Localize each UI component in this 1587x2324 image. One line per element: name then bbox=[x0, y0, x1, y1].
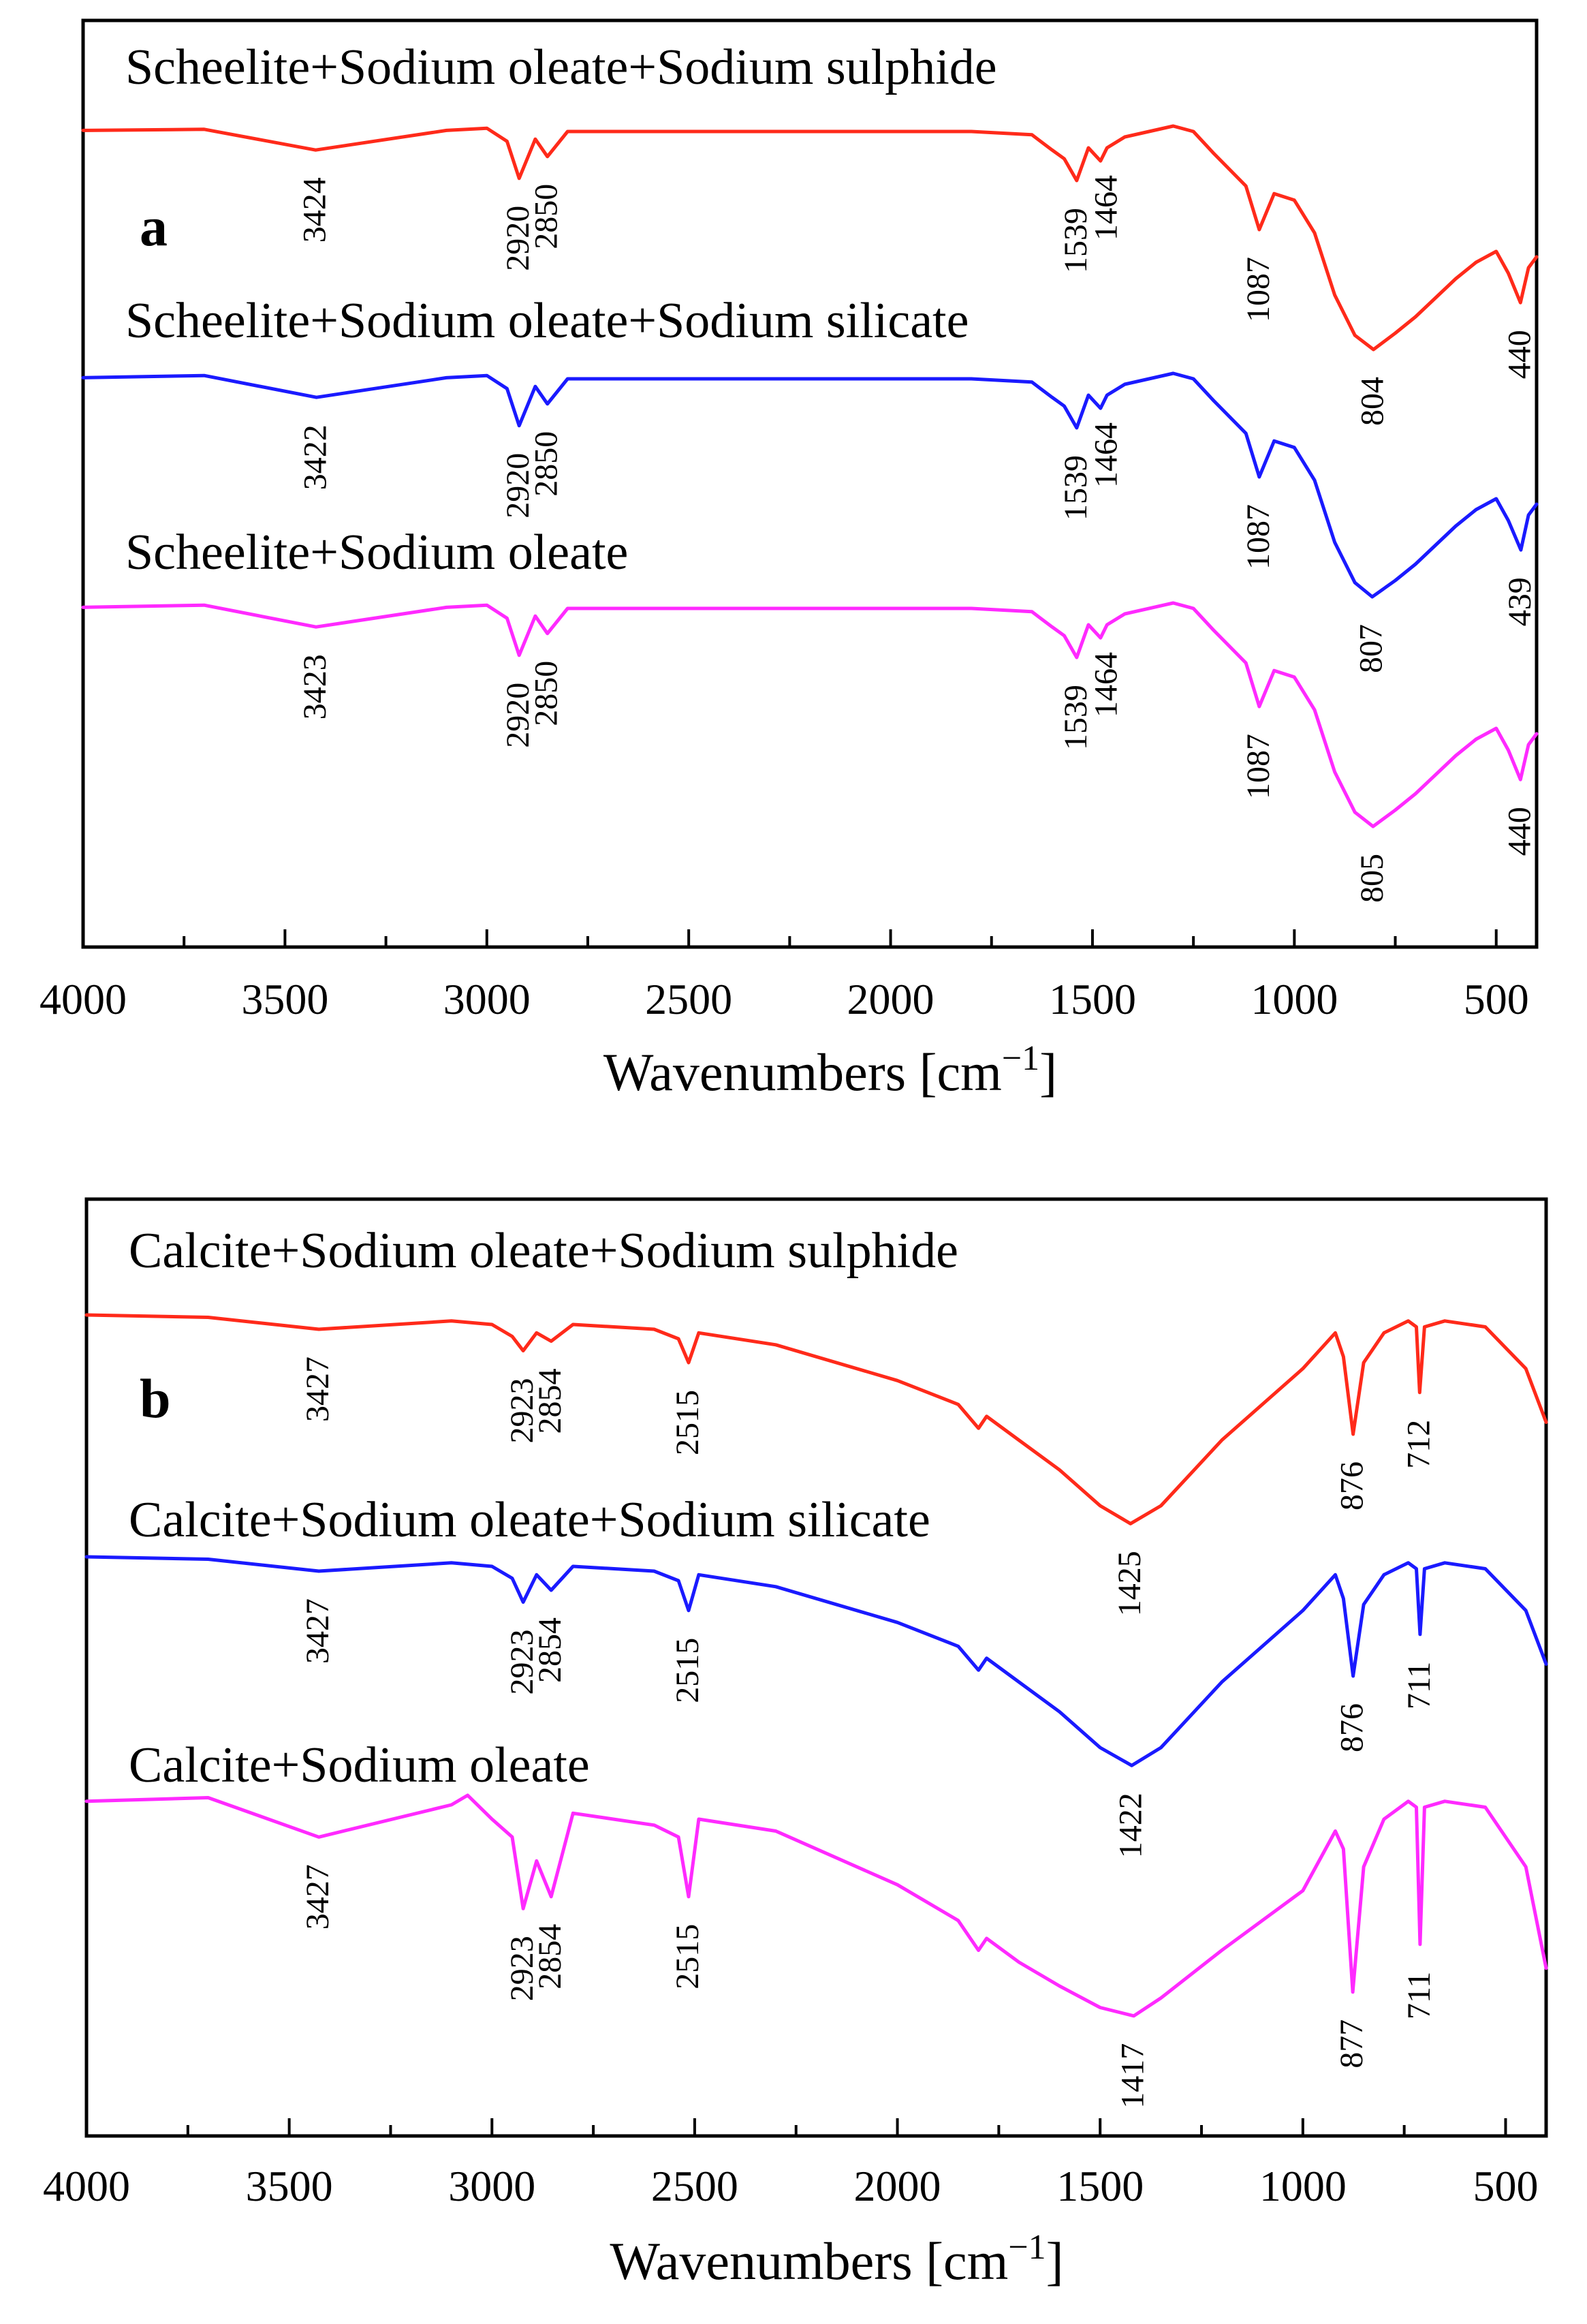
x-tick-label: 1000 bbox=[1259, 2162, 1347, 2210]
series-name-label: Scheelite+Sodium oleate+Sodium silicate bbox=[125, 293, 969, 349]
panel-b: 4000 3500 3000 2500 2000 1500 1000 500 Wavenumbe… bbox=[43, 1197, 1548, 2291]
series-line bbox=[84, 1555, 1548, 1767]
series-line bbox=[84, 1793, 1548, 2018]
series-line bbox=[81, 371, 1539, 599]
peak-label: 1417 bbox=[1115, 2043, 1151, 2109]
peak-label: 3427 bbox=[300, 1357, 336, 1422]
peak-label: 2920 bbox=[500, 206, 536, 271]
peak-label: 2854 bbox=[532, 1617, 568, 1683]
peak-label: 1087 bbox=[1240, 257, 1276, 322]
x-tick-label: 3500 bbox=[246, 2162, 333, 2210]
peak-label: 804 bbox=[1355, 377, 1391, 426]
peak-label: 2515 bbox=[670, 1390, 706, 1455]
peak-label: 1464 bbox=[1088, 652, 1124, 717]
x-tick-label: 2000 bbox=[854, 2162, 941, 2210]
peak-label: 1539 bbox=[1058, 455, 1094, 521]
x-tick-label: 2500 bbox=[645, 975, 732, 1023]
peak-label: 2515 bbox=[670, 1638, 706, 1703]
peak-label: 3423 bbox=[297, 654, 333, 719]
x-tick-label: 2000 bbox=[847, 975, 934, 1023]
x-axis-label-end: ] bbox=[1039, 1042, 1057, 1102]
x-axis-label-main: Wavenumbers [cm bbox=[603, 1042, 1002, 1102]
x-axis-label-superscript: −1 bbox=[1002, 1039, 1039, 1078]
peak-label: 711 bbox=[1401, 1662, 1437, 1709]
series-name-label: Scheelite+Sodium oleate+Sodium sulphide bbox=[125, 40, 997, 95]
peak-label: 1425 bbox=[1112, 1551, 1148, 1616]
peak-label: 1539 bbox=[1058, 685, 1094, 750]
peak-label: 712 bbox=[1400, 1420, 1436, 1469]
peak-label: 2920 bbox=[500, 453, 536, 518]
peak-label: 3422 bbox=[298, 424, 334, 490]
peak-label: 2923 bbox=[504, 1378, 540, 1444]
peak-label: 2854 bbox=[532, 1924, 568, 1989]
x-tick-label: 500 bbox=[1473, 2162, 1538, 2210]
series-line bbox=[84, 1313, 1548, 1525]
series-line bbox=[81, 601, 1539, 828]
x-axis-label-main: Wavenumbers [cm bbox=[610, 2231, 1008, 2291]
peak-label: 439 bbox=[1502, 577, 1538, 626]
peak-label: 440 bbox=[1501, 330, 1537, 379]
x-tick-label: 4000 bbox=[40, 975, 127, 1023]
x-tick-label: 1500 bbox=[1049, 975, 1136, 1023]
peak-label: 876 bbox=[1334, 1703, 1370, 1752]
panel-letter: b bbox=[140, 1367, 171, 1429]
peak-label: 2850 bbox=[529, 661, 565, 726]
peak-label: 1087 bbox=[1240, 734, 1276, 799]
x-axis-label: Wavenumbers [cm−1] bbox=[603, 1039, 1057, 1102]
peak-label: 1087 bbox=[1240, 504, 1276, 570]
panel-letter: a bbox=[140, 196, 168, 258]
x-tick-label: 3000 bbox=[443, 975, 531, 1023]
peak-label: 1539 bbox=[1058, 208, 1094, 273]
peak-label: 807 bbox=[1353, 624, 1389, 673]
peak-label: 2850 bbox=[529, 431, 565, 497]
peak-label: 876 bbox=[1334, 1461, 1370, 1510]
plot-frame bbox=[84, 1197, 1548, 2138]
series-name-label: Calcite+Sodium oleate bbox=[129, 1737, 590, 1793]
peak-label: 2920 bbox=[500, 683, 536, 748]
series-name-label: Scheelite+Sodium oleate bbox=[125, 525, 628, 580]
x-axis-label: Wavenumbers [cm−1] bbox=[610, 2228, 1063, 2291]
x-tick-label: 3500 bbox=[241, 975, 328, 1023]
peak-label: 877 bbox=[1334, 2019, 1370, 2069]
x-axis-label-end: ] bbox=[1046, 2231, 1064, 2291]
peak-label: 2850 bbox=[529, 184, 565, 249]
x-tick-label: 1500 bbox=[1056, 2162, 1144, 2210]
x-tick-label: 2500 bbox=[651, 2162, 738, 2210]
plot-frame bbox=[81, 18, 1539, 949]
x-tick-label: 1000 bbox=[1251, 975, 1338, 1023]
peak-label: 2923 bbox=[504, 1936, 540, 2001]
peak-label: 440 bbox=[1501, 807, 1537, 856]
series-line bbox=[81, 124, 1539, 352]
peak-label: 1422 bbox=[1113, 1793, 1149, 1858]
peak-label: 711 bbox=[1401, 1972, 1437, 2019]
peak-label: 3427 bbox=[300, 1864, 336, 1930]
x-axis-label-superscript: −1 bbox=[1008, 2228, 1046, 2267]
x-tick-label: 4000 bbox=[43, 2162, 130, 2210]
peak-label: 805 bbox=[1354, 854, 1390, 903]
peak-label: 1464 bbox=[1088, 422, 1124, 488]
peak-label: 2854 bbox=[532, 1369, 568, 1434]
series-name-label: Calcite+Sodium oleate+Sodium silicate bbox=[129, 1492, 930, 1548]
peak-label: 3424 bbox=[296, 177, 332, 243]
peak-label: 1464 bbox=[1088, 175, 1124, 241]
series-name-label: Calcite+Sodium oleate+Sodium sulphide bbox=[129, 1223, 958, 1279]
x-tick-label: 3000 bbox=[448, 2162, 535, 2210]
peak-label: 2515 bbox=[670, 1924, 706, 1989]
panel-a: 4000 3500 3000 2500 2000 1500 1000 500 Wavenumbe… bbox=[40, 18, 1539, 1102]
x-tick-label: 500 bbox=[1464, 975, 1529, 1023]
peak-label: 2923 bbox=[504, 1630, 540, 1695]
peak-label: 3427 bbox=[300, 1598, 336, 1664]
